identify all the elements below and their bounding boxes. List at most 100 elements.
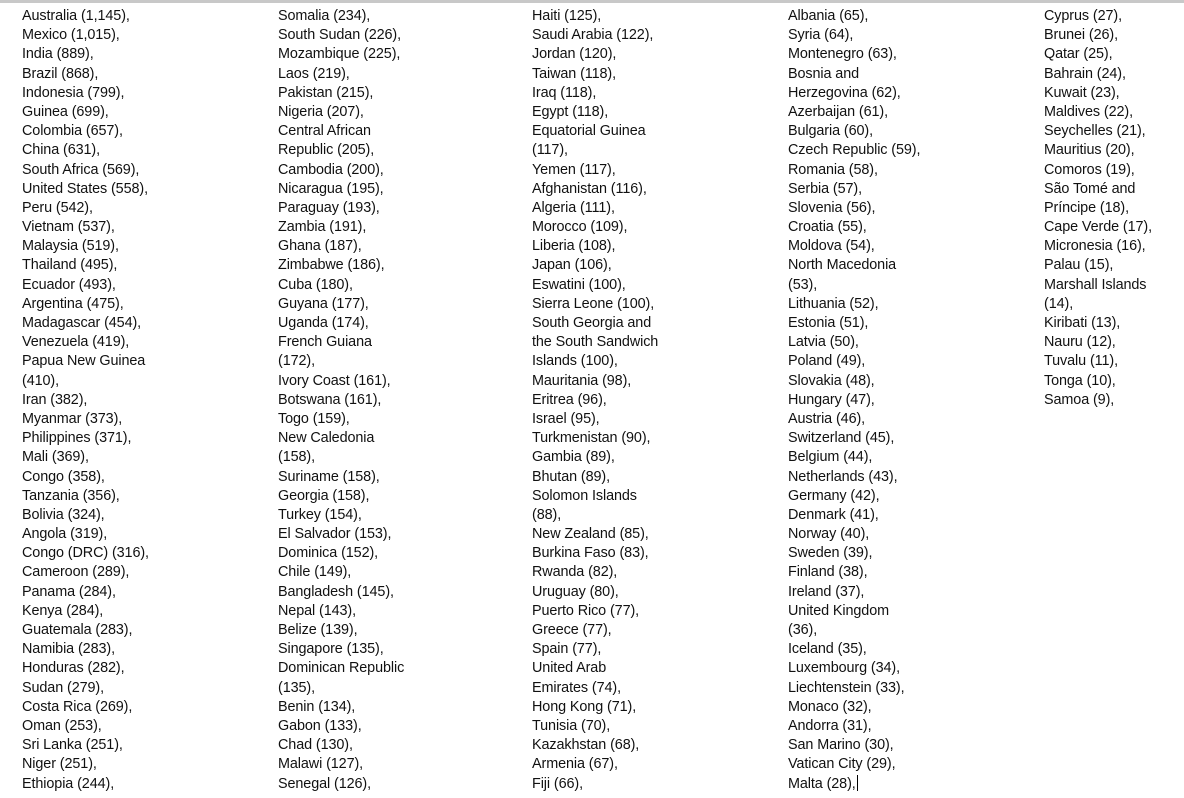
text-line: Suriname (158), — [278, 468, 380, 485]
text-line: Latvia (50), — [788, 334, 859, 351]
text-line: Cuba (180), — [278, 276, 353, 293]
text-line: Bolivia (324), — [22, 506, 105, 523]
text-line: Slovakia (48), — [788, 372, 875, 389]
text-line: Pakistan (215), — [278, 84, 374, 101]
text-line: Moldova (54), — [788, 238, 875, 255]
text-line: Nepal (143), — [278, 602, 356, 619]
text-line: Syria (64), — [788, 27, 854, 44]
text-line: Comoros (19), — [1044, 161, 1135, 178]
text-line: Guatemala (283), — [22, 622, 133, 638]
text-column-3[interactable]: Haiti (125), Saudi Arabia (122), Jordan (1… — [532, 7, 782, 794]
text-line: Emirates (74), — [532, 679, 621, 696]
text-line: Dominican Republic — [278, 660, 405, 677]
text-line: Denmark (41), — [788, 506, 879, 523]
text-line: Mexico (1,015), — [22, 27, 120, 44]
text-line: Ecuador (493), — [22, 276, 116, 293]
text-line: Mauritania (98), — [532, 372, 632, 389]
text-line: Tuvalu (11), — [1044, 353, 1118, 370]
text-line: Mozambique (225), — [278, 46, 401, 63]
text-line: (135), — [278, 679, 315, 696]
text-line: North Macedonia — [788, 257, 897, 274]
text-line: Ghana (187), — [278, 238, 362, 255]
text-line: (88), — [532, 506, 562, 523]
text-line: South Sudan (226), — [278, 27, 402, 44]
text-line: Ethiopia (244), — [22, 775, 115, 792]
text-line: Angola (319), — [22, 526, 108, 543]
text-line: Iraq (118), — [532, 84, 597, 101]
text-line: Indonesia (799), — [22, 84, 125, 101]
text-line: Zambia (191), — [278, 219, 367, 236]
text-line: Kuwait (23), — [1044, 84, 1120, 101]
text-line: Tonga (10), — [1044, 372, 1116, 389]
text-line: Palau (15), — [1044, 257, 1114, 274]
text-line: Central African — [278, 123, 371, 140]
text-line: Mauritius (20), — [1044, 142, 1135, 159]
text-line: Brunei (26), — [1044, 27, 1118, 44]
text-line: the South Sandwich — [532, 334, 659, 351]
text-line: Serbia (57), — [788, 180, 862, 197]
text-line: Bosnia and — [788, 65, 860, 82]
text-line: Venezuela (419), — [22, 334, 130, 351]
text-line: Herzegovina (62), — [788, 84, 901, 101]
text-line: Niger (251), — [22, 756, 97, 773]
text-line: Congo (358), — [22, 468, 105, 485]
text-line: Turkey (154), — [278, 506, 362, 523]
text-line: Jordan (120), — [532, 46, 617, 63]
text-line: Liberia (108), — [532, 238, 616, 255]
text-column-5[interactable]: Cyprus (27), Brunei (26), Qatar (25), Bahra… — [1044, 7, 1184, 410]
text-line: Haiti (125), — [532, 8, 602, 24]
text-column-1[interactable]: Australia (1,145), Mexico (1,015), India (… — [22, 7, 272, 794]
text-line: Costa Rica (269), — [22, 698, 133, 715]
text-line: Samoa (9), — [1044, 391, 1115, 408]
text-line: Mali (369), — [22, 449, 89, 466]
text-cursor — [856, 774, 859, 791]
text-line: Cameroon (289), — [22, 564, 130, 581]
text-line: Ireland (37), — [788, 583, 865, 600]
text-line: Kenya (284), — [22, 602, 104, 619]
text-line: Kiribati (13), — [1044, 315, 1121, 331]
text-line: Vietnam (537), — [22, 219, 115, 236]
text-line: Algeria (111), — [532, 199, 615, 216]
text-line: Switzerland (45), — [788, 430, 895, 447]
text-line: Uruguay (80), — [532, 583, 619, 600]
text-line: United Kingdom — [788, 602, 889, 619]
text-line: Slovenia (56), — [788, 199, 876, 216]
text-line: Singapore (135), — [278, 641, 384, 658]
text-line: San Marino (30), — [788, 737, 894, 754]
text-line: Myanmar (373), — [22, 410, 123, 427]
text-line: Thailand (495), — [22, 257, 118, 274]
text-line: Seychelles (21), — [1044, 123, 1146, 140]
text-line: São Tomé and — [1044, 180, 1136, 197]
text-line: Benin (134), — [278, 698, 356, 715]
text-line: Tanzania (356), — [22, 487, 120, 504]
text-line: Norway (40), — [788, 526, 870, 543]
text-line: Taiwan (118), — [532, 65, 617, 82]
text-line: Laos (219), — [278, 65, 350, 82]
text-line: New Caledonia — [278, 430, 375, 447]
text-column-4[interactable]: Albania (65), Syria (64), Montenegro (63),… — [788, 7, 1038, 794]
text-line: Uganda (174), — [278, 315, 369, 331]
text-line: Iceland (35), — [788, 641, 867, 658]
text-column-2[interactable]: Somalia (234), South Sudan (226), Mozambiq… — [278, 7, 528, 794]
text-line: Egypt (118), — [532, 103, 609, 120]
text-line: Azerbaijan (61), — [788, 103, 888, 120]
text-line: Ivory Coast (161), — [278, 372, 391, 389]
text-line: United States (558), — [22, 180, 148, 197]
text-line: Monaco (32), — [788, 698, 872, 715]
text-line: (158), — [278, 449, 315, 466]
text-line: Austria (46), — [788, 410, 866, 427]
text-line: Finland (38), — [788, 564, 868, 581]
text-line: Sri Lanka (251), — [22, 737, 123, 754]
text-line: Eswatini (100), — [532, 276, 626, 293]
text-line: Israel (95), — [532, 410, 600, 427]
text-line: Romania (58), — [788, 161, 878, 178]
text-line: Bhutan (89), — [532, 468, 610, 485]
text-line: New Zealand (85), — [532, 526, 649, 543]
text-line: (172), — [278, 353, 315, 370]
text-line: Malta (28), — [788, 774, 1038, 794]
text-line: Hungary (47), — [788, 391, 875, 408]
text-line: Sudan (279), — [22, 679, 105, 696]
text-line: South Georgia and — [532, 315, 652, 331]
text-line: Namibia (283), — [22, 641, 115, 658]
text-line: Congo (DRC) (316), — [22, 545, 149, 562]
